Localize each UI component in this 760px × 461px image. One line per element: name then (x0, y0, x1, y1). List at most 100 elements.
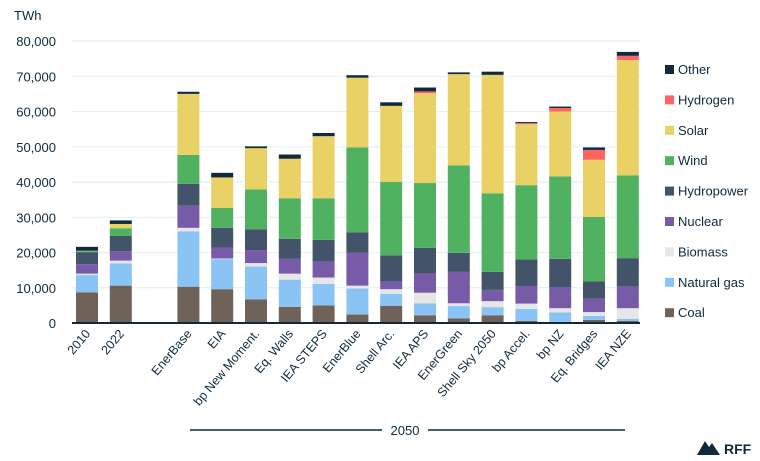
bar-segment-wind (76, 251, 98, 253)
bar-segment-nuclear (109, 251, 132, 261)
bar-segment-biomass (583, 312, 605, 316)
bar-segment-wind (515, 185, 538, 260)
bar-segment-solar (380, 105, 403, 182)
legend-label: Coal (678, 305, 705, 320)
bar-segment-natural-gas (414, 303, 436, 316)
bar-segment-solar (515, 124, 538, 186)
legend-label: Hydropower (678, 184, 749, 199)
bar-segment-coal (481, 315, 504, 323)
bar-segment-solar (211, 177, 234, 208)
bar-segment-wind (583, 216, 605, 282)
bar-segment-hydropower (549, 258, 572, 288)
legend-label: Other (678, 62, 711, 77)
bar-segment-hydropower (278, 238, 301, 259)
bar-eia (211, 172, 234, 323)
bar-segment-nuclear (278, 258, 301, 274)
bar-segment-hydrogen (549, 107, 572, 112)
bar-segment-biomass (616, 308, 639, 319)
bar-segment-coal (515, 320, 538, 323)
bar-segment-nuclear (515, 285, 538, 304)
bar-segment-hydropower (177, 183, 200, 206)
legend-swatch (665, 277, 674, 287)
bar-segment-wind (549, 176, 572, 259)
bar-segment-wind (616, 175, 639, 259)
x-tick-label: 2010 (65, 327, 94, 357)
bar-segment-solar (481, 74, 504, 194)
bar-segment-natural-gas (346, 288, 369, 315)
legend-label: Hydrogen (678, 92, 734, 107)
bar-segment-hydropower (515, 259, 538, 286)
bar-segment-solar (414, 93, 436, 184)
legend-item-coal: Coal (665, 305, 705, 320)
bar-segment-hydropower (346, 232, 369, 253)
bar-segment-biomass (414, 292, 436, 304)
bar-segment-hydropower (583, 281, 605, 299)
bar-enerblue (346, 75, 369, 323)
bar-segment-nuclear (414, 273, 436, 293)
bar-segment-wind (211, 207, 234, 228)
bar-segment-other (177, 91, 200, 94)
y-tick-label: 80,000 (16, 34, 56, 49)
bar-segment-coal (177, 286, 200, 323)
bar-segment-nuclear (583, 298, 605, 313)
y-tick-label: 30,000 (16, 210, 56, 225)
bar-segment-nuclear (380, 281, 403, 290)
bar-segment-hydrogen (515, 123, 538, 125)
bar-segment-biomass (346, 285, 369, 289)
bar-segment-nuclear (549, 287, 572, 309)
bar-segment-coal (245, 299, 267, 323)
bar-segment-biomass (515, 303, 538, 309)
y-tick-label: 0 (49, 316, 56, 331)
bar-segment-natural-gas (211, 259, 234, 290)
bar-segment-wind (312, 198, 335, 240)
bar-segment-biomass (211, 258, 234, 260)
bar-segment-other (583, 147, 605, 150)
bar-segment-biomass (447, 303, 470, 307)
bar-segment-other (76, 246, 98, 251)
bar-segment-hydrogen (616, 55, 639, 61)
bar-segment-coal (312, 305, 335, 323)
mountain-logo-icon (697, 441, 720, 455)
bar-enerbase (177, 91, 200, 323)
group-label-2050: 2050 (391, 423, 420, 438)
bar-segment-biomass (76, 273, 98, 276)
legend-label: Nuclear (678, 214, 723, 229)
legend-swatch (665, 156, 674, 166)
bar-segment-natural-gas (380, 293, 403, 306)
legend-swatch (665, 65, 674, 74)
bar-segment-natural-gas (447, 306, 470, 319)
bar-iea-aps (414, 87, 436, 323)
bar-segment-natural-gas (583, 315, 605, 320)
bar-segment-hydropower (109, 235, 132, 252)
bar-segment-other (414, 87, 436, 92)
bar-segment-wind (380, 182, 403, 256)
bar-segment-natural-gas (177, 231, 200, 287)
bar-segment-natural-gas (481, 307, 504, 316)
bar-segment-hydropower (481, 271, 504, 290)
bar-segment-wind (109, 228, 132, 236)
legend-swatch (665, 95, 674, 105)
bar-segment-solar (177, 93, 200, 155)
bar-segment-hydropower (447, 252, 470, 272)
x-tick-label: EIA (205, 326, 229, 351)
bar-shell-arc- (380, 102, 403, 323)
bar-segment-other (447, 72, 470, 75)
bar-segment-wind (346, 147, 369, 233)
bar-segment-coal (278, 306, 301, 323)
bar-segment-coal (346, 314, 369, 323)
legend-swatch (665, 125, 674, 135)
bar-segment-biomass (278, 273, 301, 280)
bar-segment-hydrogen (414, 91, 436, 94)
bar-segment-nuclear (616, 286, 639, 309)
legend-label: Wind (678, 153, 708, 168)
logo-text: RFF (724, 441, 752, 457)
bar-segment-solar (447, 74, 470, 166)
bar-segment-coal (109, 285, 132, 323)
bar-segment-nuclear (312, 261, 335, 278)
bar-segment-solar (312, 136, 335, 199)
legend-item-wind: Wind (665, 153, 708, 168)
bar-segment-coal (414, 315, 436, 323)
bar-segment-solar (109, 223, 132, 229)
bar-segment-wind (447, 165, 470, 253)
legend-swatch (665, 247, 674, 257)
